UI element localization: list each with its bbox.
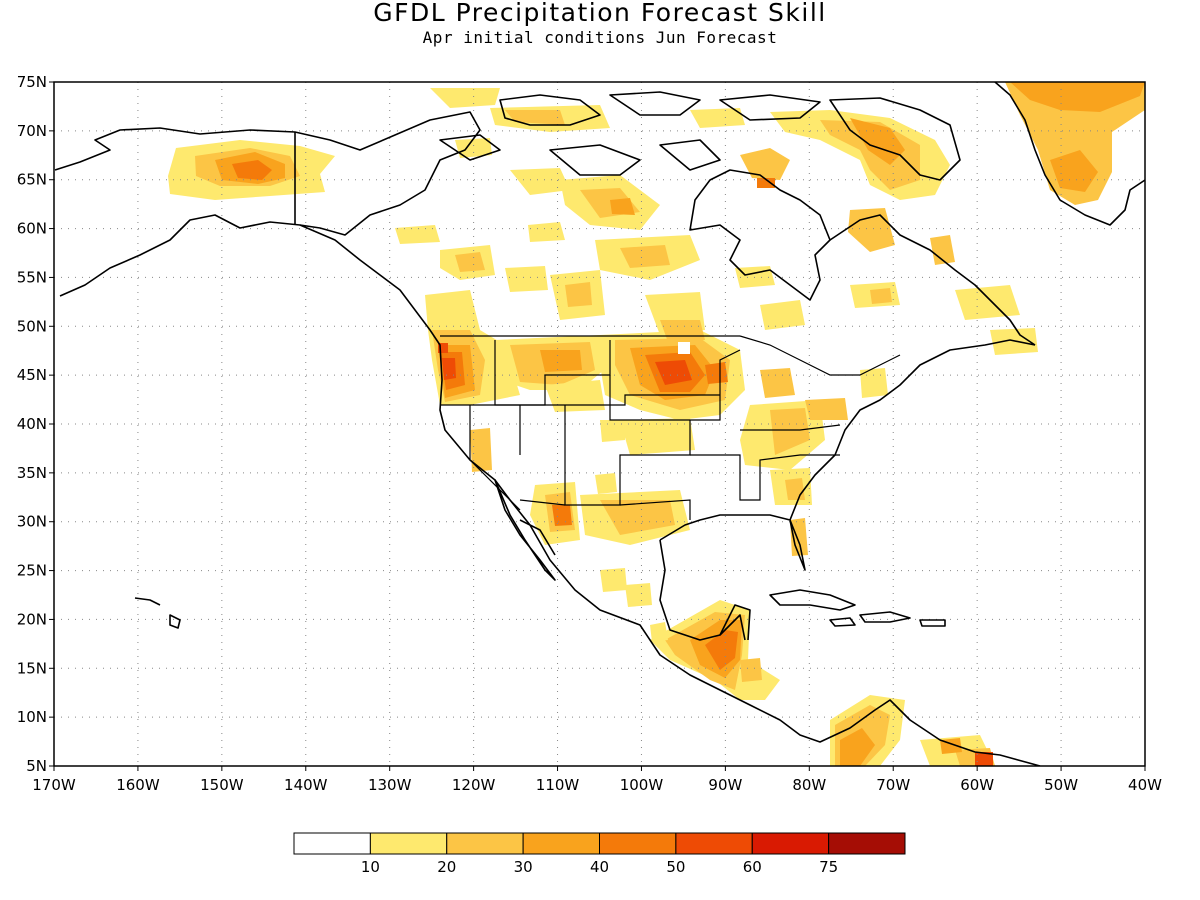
colorbar-label: 75 [819,858,838,876]
lon-tick-label: 70W [876,776,910,794]
latitude-axis: 5N 10N 15N 20N 25N 30N 35N 40N 45N 50N 55N 60N 65N 70… [17,73,54,775]
lat-tick-label: 60N [17,220,47,238]
lon-tick-label: 90W [708,776,742,794]
lat-tick-label: 15N [17,659,47,677]
lat-tick-label: 10N [17,708,47,726]
lat-tick-label: 35N [17,464,47,482]
lat-tick-label: 20N [17,610,47,628]
colorbar-label: 20 [437,858,456,876]
colorbar-swatch [446,832,524,855]
skill-patch-arctic [395,88,1038,355]
skill-patch-plains [600,320,745,420]
colorbar-swatch [369,832,448,855]
lat-tick-label: 65N [17,171,47,189]
lat-tick-label: 75N [17,73,47,91]
colorbar-swatch [675,832,753,855]
colorbar-label: 10 [361,858,380,876]
colorbar: 10 20 30 40 50 60 75 [293,832,906,876]
lon-tick-label: 160W [116,776,160,794]
lat-tick-label: 50N [17,317,47,335]
skill-patch-south-america [830,695,995,766]
lon-tick-label: 120W [452,776,496,794]
lon-tick-label: 60W [960,776,994,794]
political-borders [440,335,901,520]
colorbar-label: 40 [590,858,609,876]
lon-tick-label: 130W [368,776,412,794]
lat-tick-label: 45N [17,366,47,384]
lon-tick-label: 150W [200,776,244,794]
lon-tick-label: 110W [536,776,580,794]
map-subtitle: Apr initial conditions Jun Forecast [422,28,778,47]
lon-tick-label: 50W [1044,776,1078,794]
lat-tick-label: 30N [17,513,47,531]
longitude-axis: 170W 160W 150W 140W 130W 120W 110W 100W 90W 80W 70… [32,766,1162,794]
skill-patch-east [600,362,888,556]
skill-shading [168,82,1145,766]
skill-patch-baffin [740,110,955,265]
skill-patch-alaska [168,140,335,200]
lat-tick-label: 25N [17,562,47,580]
colorbar-swatch [828,832,906,855]
lon-tick-label: 100W [620,776,664,794]
colorbar-label: 50 [666,858,685,876]
coastlines [54,82,1145,766]
lat-tick-label: 5N [26,757,47,775]
lat-tick-label: 70N [17,122,47,140]
skill-patch-southwest [470,428,690,607]
colorbar-label: 60 [743,858,762,876]
lon-tick-label: 140W [284,776,328,794]
skill-patch-central-america [650,600,780,700]
colorbar-swatch [293,832,371,855]
lon-tick-label: 170W [32,776,76,794]
skill-patch-northwest [425,290,520,405]
colorbar-swatch [522,832,600,855]
lat-tick-label: 55N [17,268,47,286]
lon-tick-label: 80W [792,776,826,794]
lat-tick-label: 40N [17,415,47,433]
skill-patch-montana [495,335,610,412]
skill-patch-greenland [1005,82,1145,205]
colorbar-label: 30 [514,858,533,876]
colorbar-swatch [751,832,830,855]
map-title: GFDL Precipitation Forecast Skill [373,0,827,27]
colorbar-swatch [599,832,677,855]
lon-tick-label: 40W [1128,776,1162,794]
